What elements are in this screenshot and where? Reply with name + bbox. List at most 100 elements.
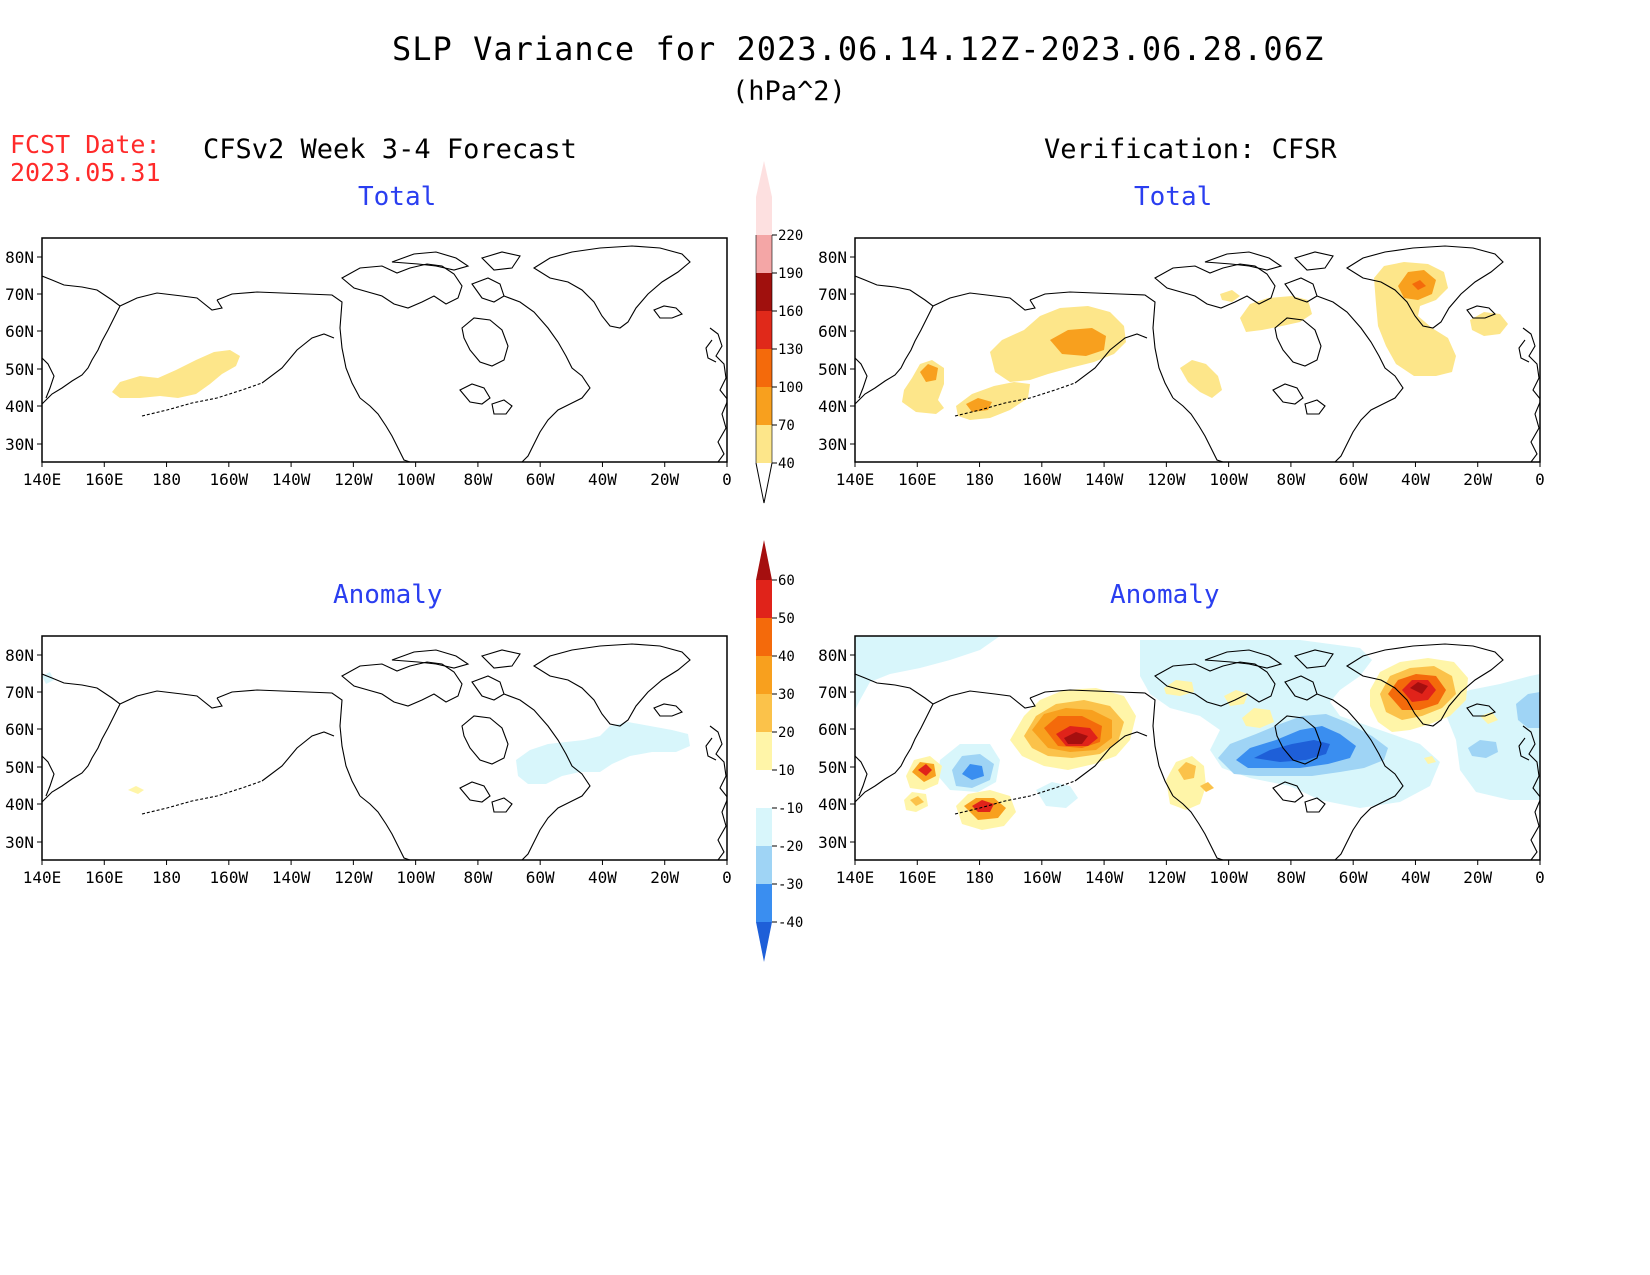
panel-label-forecast-total: Total xyxy=(358,182,437,212)
verification-anomaly-lon-label: 180 xyxy=(965,868,994,887)
colorbar-total-label: 40 xyxy=(778,456,795,472)
colorbar-anomaly-swatch xyxy=(756,884,772,922)
colorbar-anomaly-label: 60 xyxy=(778,573,795,589)
forecast-anomaly-lon-label: 160W xyxy=(210,868,249,887)
forecast-anomaly-lon-label: 160E xyxy=(85,868,124,887)
verification-anomaly-lat-label: 40N xyxy=(818,795,847,814)
forecast-total-lon-label: 60W xyxy=(526,470,555,489)
colorbar-anomaly-swatch xyxy=(756,580,772,618)
forecast-total-lon-label: 160W xyxy=(210,470,249,489)
colorbar-total-swatch xyxy=(756,235,772,273)
verification-total-lon-label: 160E xyxy=(898,470,937,489)
colorbar-total-upper-extension xyxy=(756,161,772,235)
verification-anomaly-lon-label: 80W xyxy=(1276,868,1305,887)
forecast-title: CFSv2 Week 3-4 Forecast xyxy=(203,134,577,165)
forecast-anomaly-lon-label: 20W xyxy=(650,868,679,887)
colorbar-anomaly-swatch xyxy=(756,618,772,656)
colorbar-total-outline xyxy=(755,235,773,463)
colorbar-total-swatch xyxy=(756,425,772,463)
verification-total-lat-label: 60N xyxy=(818,322,847,341)
forecast-total-lat-label: 60N xyxy=(5,322,34,341)
forecast-total-map xyxy=(41,237,728,463)
verification-total-lon-label: 100W xyxy=(1209,470,1248,489)
forecast-total-lon-label: 160E xyxy=(85,470,124,489)
colorbar-anomaly: 60 50 40 30 20 10 -10 -20 -30 -40 xyxy=(756,540,803,962)
verification-total-lat-label: 70N xyxy=(818,285,847,304)
main-title: SLP Variance for 2023.06.14.12Z-2023.06.… xyxy=(392,30,1325,68)
forecast-total-lat-label: 40N xyxy=(5,397,34,416)
colorbar-anomaly-label: 10 xyxy=(778,763,795,779)
verification-total-lon-label: 0 xyxy=(1535,470,1545,489)
axis-ticks: 80N 70N 60N 50N 40N 30N 140E 160E 180 160W 140W 120… xyxy=(5,248,1545,887)
colorbar-anomaly-swatch xyxy=(756,694,772,732)
colorbar-total: 40 70 100 130 160 190 220 xyxy=(755,161,803,504)
forecast-anomaly-lat-label: 40N xyxy=(5,795,34,814)
verification-total-lon-label: 20W xyxy=(1463,470,1492,489)
colorbar-anomaly-label: -10 xyxy=(778,801,803,817)
verification-anomaly-lon-label: 20W xyxy=(1463,868,1492,887)
verification-total-lat-label: 80N xyxy=(818,248,847,267)
forecast-anomaly-lon-label: 140E xyxy=(23,868,62,887)
colorbar-anomaly-label: -40 xyxy=(778,915,803,931)
verification-anomaly-lon-label: 0 xyxy=(1535,868,1545,887)
forecast-anomaly-lat-label: 50N xyxy=(5,758,34,777)
units-label: (hPa^2) xyxy=(732,76,846,107)
panel-label-verification-anomaly: Anomaly xyxy=(1110,580,1220,610)
colorbar-total-swatch xyxy=(756,311,772,349)
verification-anomaly-lon-label: 160W xyxy=(1023,868,1062,887)
forecast-anomaly-lon-label: 140W xyxy=(272,868,311,887)
verification-anomaly-lat-label: 30N xyxy=(818,833,847,852)
forecast-total-lat-label: 70N xyxy=(5,285,34,304)
colorbar-anomaly-label: 30 xyxy=(778,687,795,703)
verification-anomaly-lon-label: 60W xyxy=(1339,868,1368,887)
colorbar-anomaly-lower-extension xyxy=(756,922,772,962)
verification-anomaly-lon-label: 120W xyxy=(1147,868,1186,887)
colorbar-total-swatch xyxy=(756,273,772,311)
colorbar-total-swatch xyxy=(756,349,772,387)
forecast-anomaly-lat-label: 70N xyxy=(5,683,34,702)
forecast-anomaly-map xyxy=(41,635,728,861)
colorbar-total-label: 70 xyxy=(778,418,795,434)
colorbar-total-swatch xyxy=(756,387,772,425)
colorbar-anomaly-swatch xyxy=(756,770,772,808)
forecast-anomaly-lon-label: 180 xyxy=(152,868,181,887)
forecast-total-lon-label: 120W xyxy=(334,470,373,489)
forecast-total-lat-label: 30N xyxy=(5,435,34,454)
forecast-anomaly-lat-label: 80N xyxy=(5,646,34,665)
verification-anomaly-lat-label: 60N xyxy=(818,720,847,739)
forecast-anomaly-lon-label: 60W xyxy=(526,868,555,887)
forecast-anomaly-lon-label: 0 xyxy=(722,868,732,887)
colorbar-anomaly-swatch xyxy=(756,732,772,770)
verification-total-shading xyxy=(902,262,1508,420)
forecast-total-frame xyxy=(41,237,728,463)
colorbar-total-label: 160 xyxy=(778,304,803,320)
colorbar-anomaly-upper-extension xyxy=(756,540,772,580)
verification-total-lat-label: 40N xyxy=(818,397,847,416)
verification-anomaly-map xyxy=(854,635,1541,861)
forecast-total-shading xyxy=(112,350,240,398)
colorbar-total-label: 130 xyxy=(778,342,803,358)
forecast-total-lon-label: 0 xyxy=(722,470,732,489)
forecast-anomaly-lon-label: 80W xyxy=(463,868,492,887)
forecast-total-lat-label: 80N xyxy=(5,248,34,267)
forecast-total-lon-label: 180 xyxy=(152,470,181,489)
forecast-anomaly-lon-label: 120W xyxy=(334,868,373,887)
verification-total-lon-label: 60W xyxy=(1339,470,1368,489)
forecast-total-lon-label: 140E xyxy=(23,470,62,489)
verification-total-lat-label: 50N xyxy=(818,360,847,379)
colorbar-anomaly-swatch xyxy=(756,808,772,846)
forecast-total-lon-label: 80W xyxy=(463,470,492,489)
colorbar-anomaly-label: 20 xyxy=(778,725,795,741)
verification-anomaly-lon-label: 140W xyxy=(1085,868,1124,887)
verification-title: Verification: CFSR xyxy=(1044,134,1337,165)
verification-total-lat-label: 30N xyxy=(818,435,847,454)
verification-total-lon-label: 140W xyxy=(1085,470,1124,489)
verification-anomaly-lon-label: 100W xyxy=(1209,868,1248,887)
colorbar-anomaly-label: 50 xyxy=(778,611,795,627)
verification-total-map xyxy=(854,237,1541,463)
colorbar-total-label: 190 xyxy=(778,266,803,282)
verification-anomaly-lon-label: 160E xyxy=(898,868,937,887)
colorbar-total-label: 100 xyxy=(778,380,803,396)
forecast-anomaly-lon-label: 100W xyxy=(396,868,435,887)
